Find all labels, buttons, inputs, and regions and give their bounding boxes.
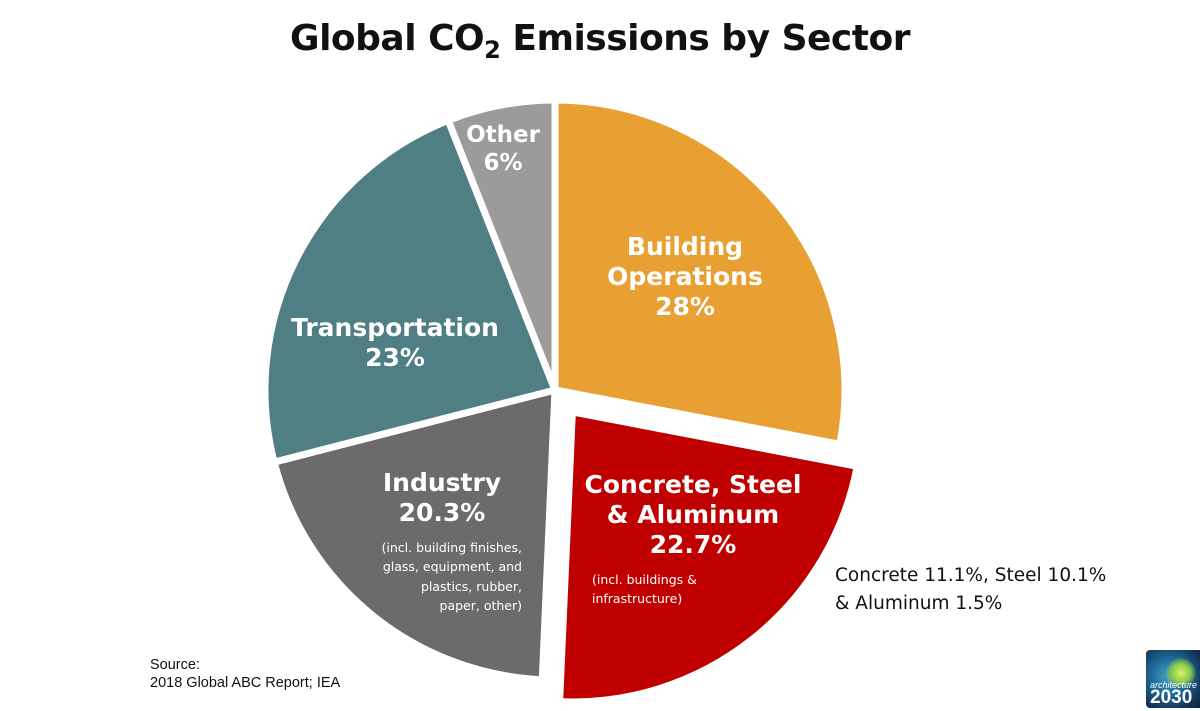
label-building-operations: Building Operations 28% (607, 232, 763, 321)
pie-slice-building-operations (551, 96, 849, 448)
pie-slice-concrete-steel-aluminum (556, 408, 861, 706)
label-concrete-steel-aluminum: Concrete, Steel & Aluminum 22.7% (incl. … (578, 470, 808, 609)
source-note: Source: 2018 Global ABC Report; IEA (150, 657, 341, 692)
material-breakdown-annotation: Concrete 11.1%, Steel 10.1% & Aluminum 1… (835, 565, 1107, 614)
chart-title: Global CO2 Emissions by Sector (290, 18, 910, 64)
label-industry: Industry 20.3% (incl. building finishes,… (352, 468, 532, 616)
pie-slice-other (444, 96, 559, 394)
note-industry: (incl. building finishes, glass, equipme… (381, 540, 523, 614)
pie-slice-industry (270, 386, 559, 684)
label-other: Other 6% (466, 122, 540, 176)
label-transportation: Transportation 23% (291, 313, 499, 372)
architecture-2030-logo: architecture 2030 (1146, 650, 1200, 708)
pie-slice-transportation (261, 116, 559, 466)
note-concrete: (incl. buildings & infrastructure) (592, 572, 697, 607)
